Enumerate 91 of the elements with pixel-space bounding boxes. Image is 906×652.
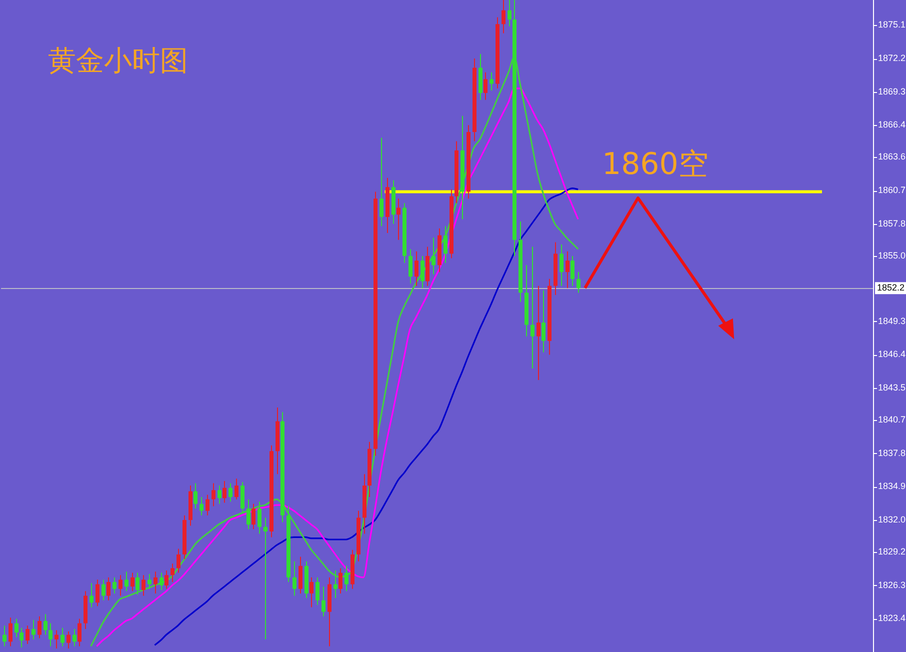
candlestick (130, 572, 134, 592)
y-tick-label: 1855.0 (878, 250, 906, 260)
candlestick (246, 498, 250, 530)
y-tick-label: 1866.4 (878, 120, 906, 130)
candlestick (142, 574, 146, 596)
candlestick (32, 619, 36, 640)
candlestick (576, 272, 580, 294)
candlestick (536, 285, 540, 380)
candlestick (408, 248, 412, 284)
candlestick (264, 517, 268, 640)
candlestick (194, 482, 198, 510)
candlestick (170, 563, 174, 582)
line-series (154, 187, 579, 646)
y-tick-label: 1826.3 (878, 580, 906, 590)
y-tick-label: 1829.2 (878, 546, 906, 557)
candlestick (234, 478, 238, 500)
candlestick (164, 570, 168, 590)
candlestick (566, 250, 570, 289)
candlestick (508, 0, 512, 27)
y-tick-label: 1837.8 (878, 448, 906, 458)
candlestick (206, 494, 210, 516)
candlestick (60, 627, 64, 647)
candlestick (154, 571, 158, 594)
candlestick (490, 72, 494, 92)
candlestick (310, 576, 314, 608)
candlestick (14, 618, 18, 638)
candlestick (432, 237, 436, 275)
candlestick (444, 226, 448, 264)
candlestick (334, 570, 338, 599)
candlestick (8, 617, 12, 647)
candlestick (570, 255, 574, 286)
y-tick-label: 1834.9 (878, 481, 906, 492)
candlestick (258, 501, 262, 534)
candlestick (212, 482, 216, 507)
candlestick (420, 255, 424, 289)
candlestick (38, 616, 42, 639)
candlestick (54, 630, 58, 650)
y-tick-label: 1869.3 (878, 86, 906, 96)
candlestick (176, 548, 180, 574)
candlestick (136, 572, 140, 596)
candlestick (124, 571, 128, 592)
y-tick-label: 1846.4 (878, 349, 906, 360)
candlestick (20, 627, 24, 648)
candlestick (218, 485, 222, 504)
candlestick (102, 579, 106, 601)
candlestick (96, 579, 100, 607)
candlestick (344, 565, 348, 592)
text: 黄金小时图 (48, 44, 188, 77)
candlestick (298, 556, 302, 594)
candlestick (222, 480, 226, 504)
candlestick (78, 618, 82, 647)
candlestick (502, 0, 506, 34)
candlestick (380, 137, 384, 227)
candlestick (484, 72, 488, 100)
ref-line-label: 1852.2 (877, 282, 905, 293)
candlestick (252, 503, 256, 530)
candlestick (148, 573, 152, 590)
y-tick-label: 1840.7 (878, 414, 906, 425)
y-tick-label: 1860.7 (878, 185, 906, 196)
candlestick (228, 482, 232, 502)
y-tick-label: 1849.3 (878, 316, 906, 326)
candlestick (106, 576, 110, 601)
candlestick (118, 574, 122, 596)
y-tick-label: 1863.6 (878, 152, 906, 162)
y-tick-label: 1823.4 (878, 613, 906, 624)
candlestick (322, 586, 326, 617)
candlestick (72, 628, 76, 647)
y-tick-label: 1872.2 (878, 53, 906, 64)
candlestick (560, 244, 564, 286)
y-tick-label: 1875.1 (878, 20, 906, 30)
candlestick (396, 198, 400, 240)
candlestick (240, 482, 244, 514)
candlestick (200, 496, 204, 516)
y-tick-label: 1832.0 (878, 514, 906, 524)
candlestick (66, 630, 70, 650)
candlestick (44, 614, 48, 636)
candlestick (530, 246, 534, 369)
candlestick (338, 568, 342, 594)
text: 1860空 (602, 147, 708, 182)
candlestick (48, 622, 52, 647)
candlestick (542, 290, 546, 353)
y-tick-label: 1843.5 (878, 382, 906, 392)
candlestick (160, 572, 164, 591)
candlestick (316, 576, 320, 606)
candlestick (90, 582, 94, 608)
candlestick (414, 250, 418, 286)
candlestick (112, 576, 116, 594)
candlestick (26, 625, 30, 644)
candlestick (2, 625, 6, 647)
candlestick (292, 560, 296, 596)
y-tick-label: 1857.8 (878, 218, 906, 228)
